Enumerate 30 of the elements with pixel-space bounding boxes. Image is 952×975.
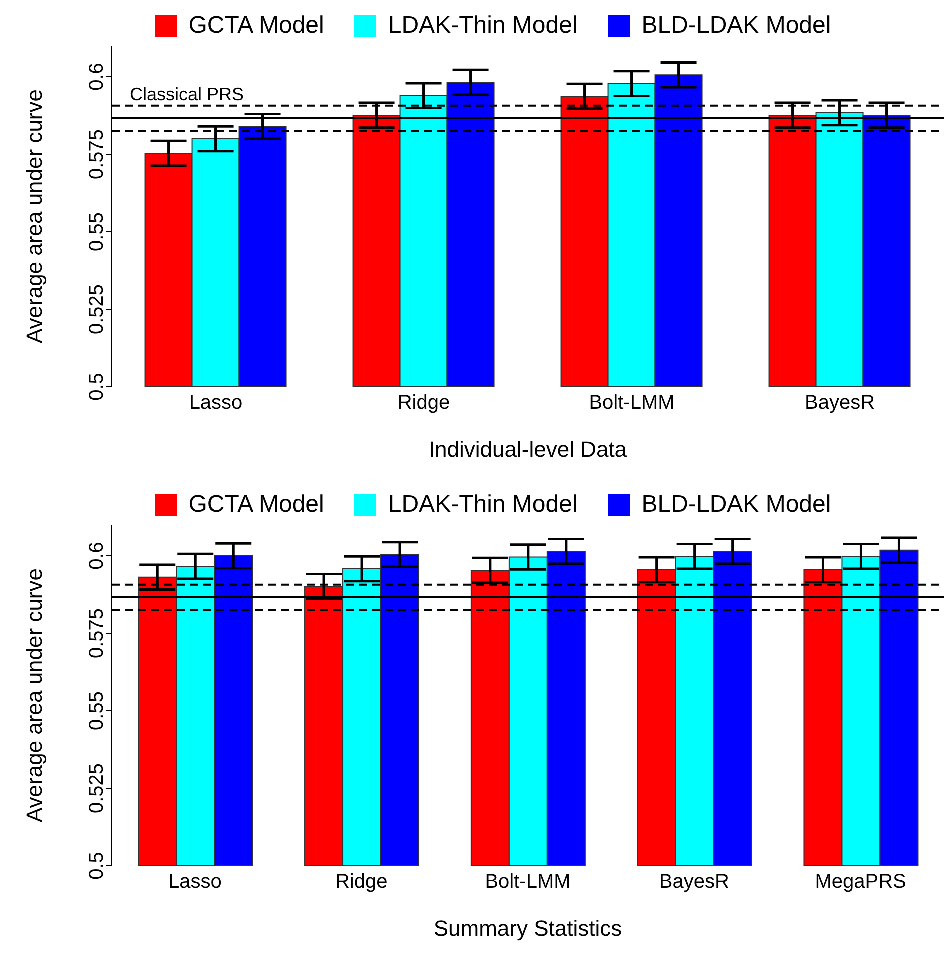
y-tick-label: 0.6 [86,542,108,570]
x-tick-label: Ridge [335,871,388,894]
x-tick-label: MegaPRS [815,871,906,894]
x-tick-label: BayesR [659,871,730,894]
y-tick-label: 0.5 [86,373,108,401]
y-tick-label: 0.55 [86,212,108,252]
ref-line-label: Classical PRS [130,84,244,105]
y-axis-title: Average area under curve [22,90,47,344]
legend-label: LDAK-Thin Model [388,491,578,519]
x-tick-label: Ridge [398,392,450,414]
y-tick-label: 0.5 [86,852,108,880]
y-tick-label: 0.6 [86,63,108,91]
x-axis-title: Summary Statistics [434,916,622,941]
legend-label: BLD-LDAK Model [642,491,832,519]
x-axis-title: Individual-level Data [428,437,628,462]
y-tick-label: 0.525 [86,763,108,814]
x-tick-label: Bolt-LMM [589,392,675,414]
legend-label: GCTA Model [188,491,324,519]
x-tick-label: Lasso [168,871,222,894]
y-tick-label: 0.575 [86,129,108,180]
legend-label: LDAK-Thin Model [388,12,578,40]
x-tick-label: Bolt-LMM [485,871,571,894]
x-tick-label: BayesR [804,392,876,414]
legend-label: BLD-LDAK Model [642,12,832,40]
y-tick-label: 0.55 [86,692,108,730]
y-tick-label: 0.575 [86,608,108,659]
legend-label: GCTA Model [188,12,324,40]
y-tick-label: 0.525 [86,284,108,335]
y-axis-title: Average area under curve [22,568,47,822]
x-tick-label: Lasso [189,392,243,414]
